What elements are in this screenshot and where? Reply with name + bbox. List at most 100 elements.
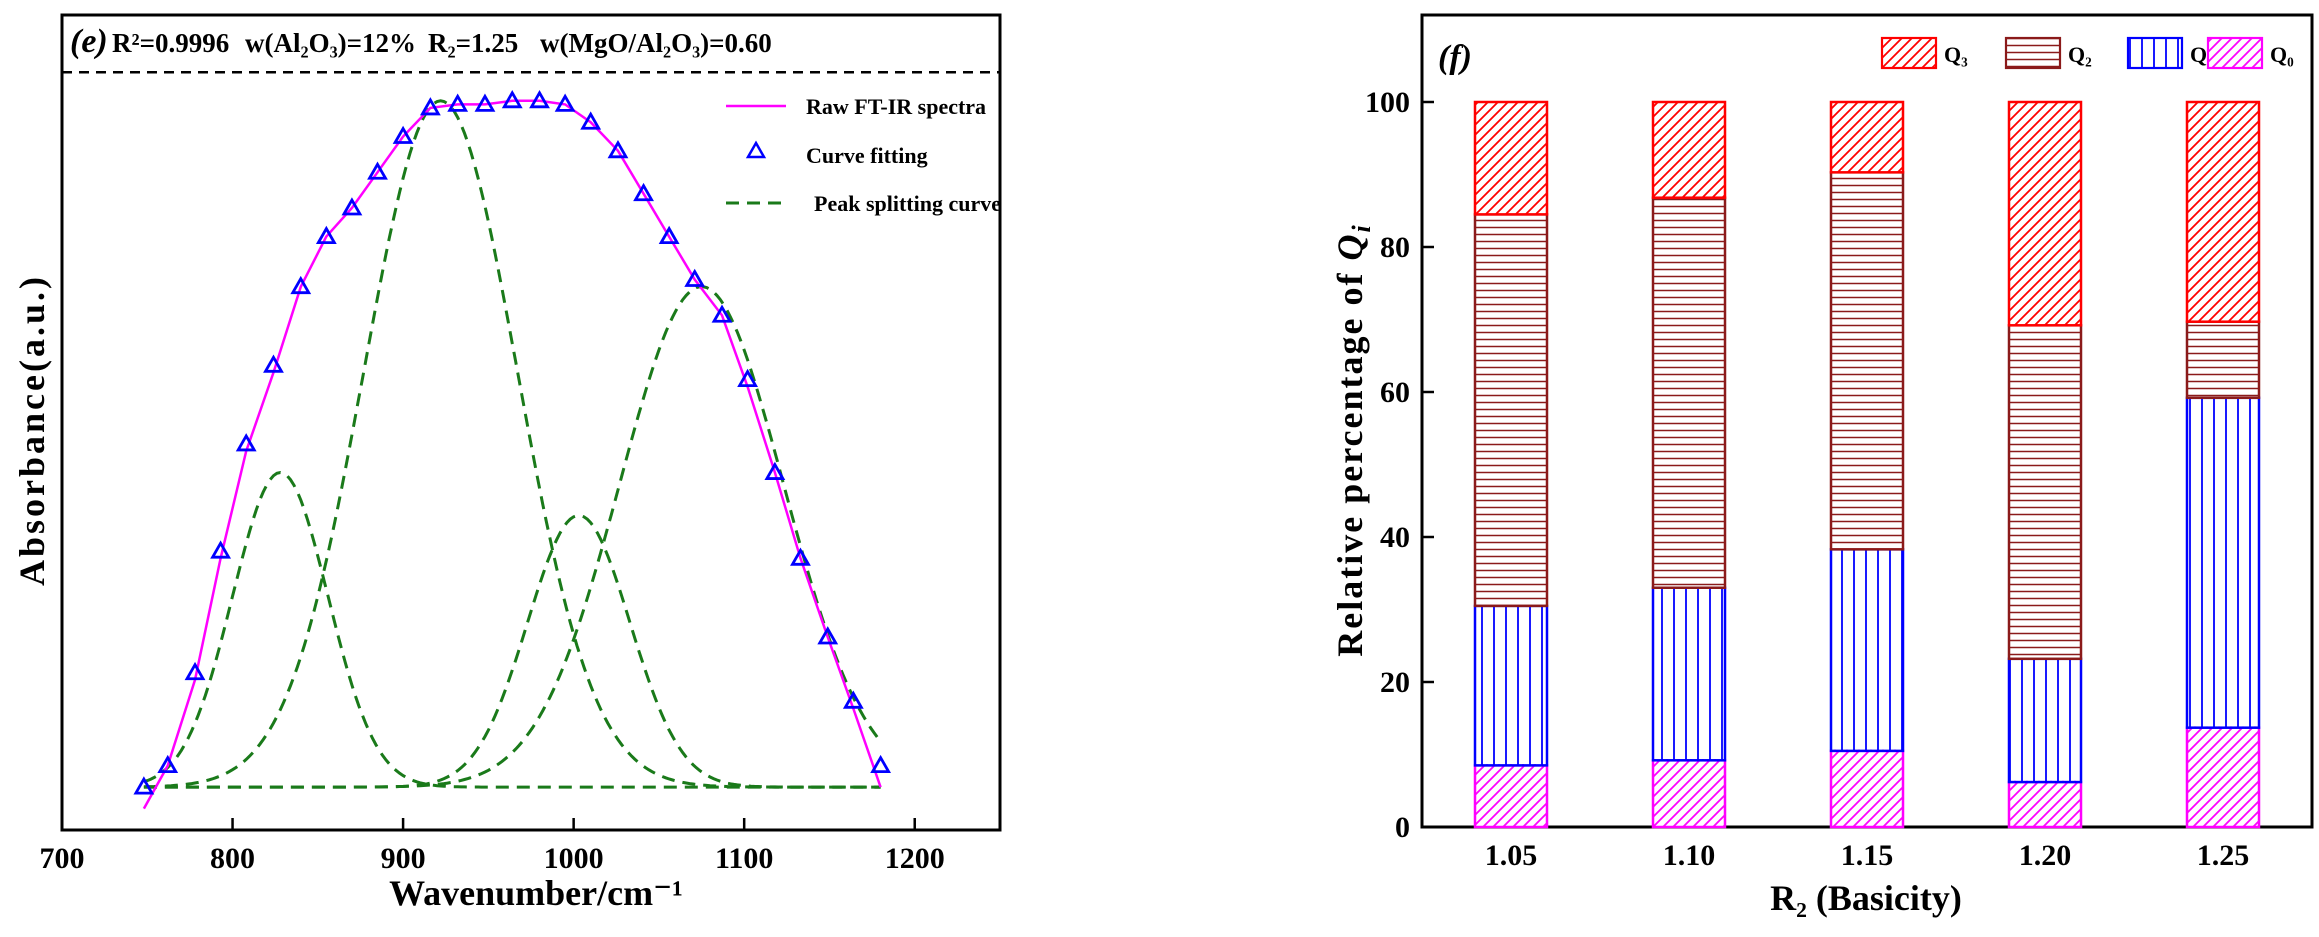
ftir-fit-point-14 <box>501 89 523 109</box>
ftir-fit-point-2 <box>184 661 206 681</box>
qi-panel-label: (f) <box>1438 39 1472 76</box>
ftir-fit-point-0 <box>133 776 155 795</box>
qi-legend-swatch-q3 <box>1880 36 1938 70</box>
qi-bar-q2-1-10 <box>1651 196 1727 589</box>
qi-legend-swatch-q2 <box>2004 36 2062 70</box>
qi-x-axis-label: R₂ (Basicity) <box>1770 878 1962 918</box>
qi-legend-label-q2: Q₂ <box>2068 42 2092 67</box>
ftir-peak-curve-2 <box>143 514 881 789</box>
qi-bar-q3-1-10 <box>1651 100 1727 199</box>
qi-x-tick-label-3: 1.20 <box>2019 839 2072 872</box>
qi-y-axis-label-var: Q <box>1330 233 1370 261</box>
qi-bar-q3-1-20 <box>2007 100 2083 327</box>
ftir-fit-point-8 <box>341 197 363 216</box>
ftir-fit-point-11 <box>419 97 441 116</box>
qi-y-tick-label-2: 40 <box>1380 521 1410 554</box>
qi-legend-swatch-q1 <box>2126 36 2184 70</box>
ftir-fit-point-5 <box>263 354 284 373</box>
ftir-fit-point-20 <box>658 225 680 245</box>
qi-bar-q1-1-20 <box>2007 657 2083 784</box>
ftir-x-tick-label-5: 1200 <box>885 842 945 875</box>
ftir-fit-point-13 <box>474 93 496 112</box>
legend-raw-label: Raw FT-IR spectra <box>806 94 986 119</box>
ftir-panel-label: (e) <box>70 23 108 60</box>
ftir-y-axis-label: Absorbance(a.u.) <box>12 274 52 586</box>
qi-bar-q3-1-15 <box>1829 100 1905 174</box>
qi-bar-q0-1-10 <box>1651 759 1727 829</box>
ftir-fit-point-24 <box>764 461 786 480</box>
ftir-fit-point-6 <box>290 275 312 295</box>
ftir-x-axis-label: Wavenumber/cm⁻¹ <box>389 873 683 913</box>
qi-x-tick-label-0: 1.05 <box>1485 839 1538 872</box>
ftir-fit-point-15 <box>529 89 550 109</box>
ftir-fit-point-18 <box>607 140 629 159</box>
ftir-x-ticks: 700 800 900 1000 1100 1200 <box>40 818 945 875</box>
legend-peak-label: Peak splitting curve <box>814 191 1001 216</box>
qi-bar-q1-1-05 <box>1473 604 1549 767</box>
ftir-fit-point-4 <box>235 433 257 452</box>
legend-fit-marker <box>745 140 767 159</box>
ftir-curve-fitting-markers <box>133 89 892 795</box>
qi-y-axis-label-sub: i <box>1347 223 1376 232</box>
qi-stacked-bars <box>1473 100 2261 829</box>
ftir-annotation-mgo-ratio: w(MgO/Al₂O₃)=0.60 <box>540 28 772 58</box>
ftir-fit-point-10 <box>392 125 414 144</box>
ftir-fit-point-16 <box>554 93 576 112</box>
qi-bar-q2-1-25 <box>2185 320 2261 400</box>
qi-bar-q3-1-05 <box>1473 100 1549 216</box>
ftir-fit-point-19 <box>633 182 654 202</box>
qi-bar-q3-1-25 <box>2185 100 2261 323</box>
qi-legend-label-q0: Q₀ <box>2270 42 2294 67</box>
ftir-fit-point-26 <box>817 626 839 645</box>
ftir-fit-point-25 <box>790 547 811 566</box>
qi-bar-q2-1-05 <box>1473 213 1549 608</box>
qi-bar-q2-1-20 <box>2007 324 2083 661</box>
qi-x-tick-label-1: 1.10 <box>1663 839 1716 872</box>
qi-bar-q1-1-15 <box>1829 548 1905 753</box>
ftir-legend: Raw FT-IR spectra Curve fitting Peak spl… <box>726 94 1001 216</box>
ftir-fit-point-1 <box>157 754 179 774</box>
ftir-x-tick-label-4: 1100 <box>715 842 773 875</box>
legend-fit-label: Curve fitting <box>806 143 928 168</box>
ftir-peak-splitting-curves <box>143 99 882 789</box>
ftir-annotation-basicity: R₂=1.25 <box>428 28 518 58</box>
qi-bar-q0-1-25 <box>2185 726 2261 829</box>
qi-legend-swatch-q0 <box>2206 36 2264 70</box>
ftir-annotation-r2: R²=0.9996 <box>112 28 229 58</box>
qi-bar-q2-1-15 <box>1829 171 1905 551</box>
qi-bar-q0-1-20 <box>2007 780 2083 829</box>
ftir-fit-point-3 <box>210 540 232 559</box>
qi-y-axis-label: Relative percentage of Qi <box>1330 223 1376 656</box>
ftir-x-tick-label-0: 700 <box>40 842 85 875</box>
qi-x-tick-label-4: 1.25 <box>2197 839 2250 872</box>
ftir-fit-point-22 <box>711 304 733 323</box>
ftir-panel: 700 800 900 1000 1100 1200 (e) R²=0.9996 w(Al… <box>12 13 1002 913</box>
ftir-fit-point-21 <box>684 268 706 287</box>
ftir-fit-point-7 <box>315 225 337 245</box>
ftir-peak-curve-3 <box>143 285 882 789</box>
ftir-x-tick-label-2: 900 <box>381 842 426 875</box>
qi-legend: Q₃ Q₂ Q₁ Q₀ <box>1880 36 2294 70</box>
qi-y-axis-label-prefix: Relative percentage of <box>1330 261 1370 657</box>
qi-y-tick-label-3: 60 <box>1380 376 1410 409</box>
ftir-fit-point-23 <box>737 368 759 388</box>
qi-x-tick-label-2: 1.15 <box>1841 839 1894 872</box>
ftir-fit-point-28 <box>870 754 892 774</box>
qi-y-tick-label-1: 20 <box>1380 666 1410 699</box>
qi-bar-q0-1-15 <box>1829 749 1905 829</box>
qi-y-tick-label-5: 100 <box>1365 86 1410 119</box>
qi-y-tick-label-0: 0 <box>1395 811 1410 844</box>
qi-y-tick-label-4: 80 <box>1380 231 1410 264</box>
qi-legend-label-q3: Q₃ <box>1944 42 1968 67</box>
ftir-fit-point-27 <box>842 690 864 709</box>
ftir-x-tick-label-1: 800 <box>210 842 255 875</box>
ftir-fit-point-17 <box>580 111 602 130</box>
ftir-raw-spectra-line <box>142 99 882 810</box>
ftir-x-tick-label-3: 1000 <box>544 842 604 875</box>
ftir-fit-point-9 <box>367 161 388 180</box>
ftir-fit-point-12 <box>447 93 469 112</box>
qi-y-ticks: 0 20 40 60 80 100 <box>1365 86 1434 844</box>
qi-bar-q1-1-25 <box>2185 396 2261 729</box>
